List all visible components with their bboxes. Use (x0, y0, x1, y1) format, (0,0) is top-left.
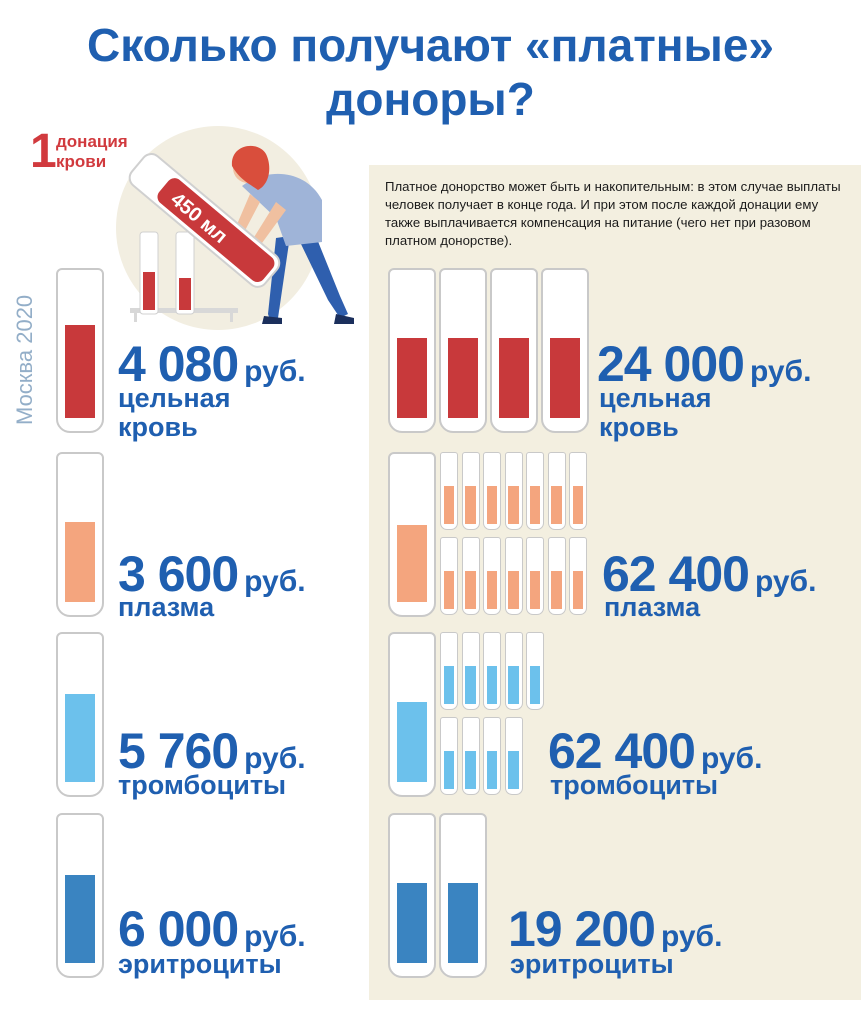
price-currency: руб. (244, 355, 306, 388)
tube-fill-whole-blood (64, 324, 96, 419)
cum-label-platelets: тромбоциты (550, 771, 718, 800)
cum-platelets-tube-big (388, 632, 436, 797)
title-line-1: Сколько получают «платные» (87, 19, 774, 71)
cum-plasma-mini-tube (526, 537, 544, 615)
cum-plasma-mini-tube (547, 537, 566, 615)
price-amount: 6 000 (118, 901, 239, 957)
cumulative-note: Платное донорство может быть и накопител… (385, 179, 841, 248)
label-line-1: тромбоциты (550, 770, 719, 800)
price-amount: 3 600 (118, 546, 239, 602)
cum-plasma-mini-tube (461, 452, 480, 530)
price-currency: руб. (660, 920, 723, 953)
cum-plasma-mini-tube (526, 452, 544, 530)
price-currency: руб. (749, 355, 812, 388)
price-currency: руб. (754, 565, 817, 598)
label-plasma: плазма (118, 593, 214, 622)
cum-platelets-mini-tube (440, 632, 458, 710)
cum-whole-blood-tube (388, 268, 436, 433)
tube-erythrocytes (56, 813, 104, 978)
price-amount: 5 760 (118, 723, 239, 779)
price-amount: 24 000 (597, 336, 745, 392)
label-line-1: тромбоциты (118, 770, 287, 800)
dose-number: 1 (30, 125, 57, 178)
tube-whole-blood (56, 268, 104, 433)
page-title: Сколько получают «платные» доноры? (0, 18, 861, 126)
cum-whole-blood-tube (490, 268, 538, 433)
price-plasma: 3 600 руб. (118, 545, 306, 603)
label-line-1: эритроциты (510, 949, 674, 979)
tube-fill-plasma (64, 521, 96, 603)
cum-label-whole-blood: цельная кровь (599, 384, 711, 442)
cum-platelets-mini-tube (504, 717, 523, 795)
price-currency: руб. (244, 742, 306, 775)
price-amount: 62 400 (602, 546, 750, 602)
cum-plasma-mini-tube (547, 452, 566, 530)
tube-fill-platelets (64, 693, 96, 783)
label-erythrocytes: эритроциты (118, 950, 282, 979)
price-amount: 62 400 (548, 723, 696, 779)
label-line-2: кровь (599, 412, 679, 442)
cum-plasma-tube-big (388, 452, 436, 617)
label-line-1: плазма (118, 592, 215, 622)
price-currency: руб. (700, 742, 763, 775)
cum-plasma-mini-tube (569, 452, 587, 530)
cum-platelets-mini-tube (483, 717, 501, 795)
price-currency: руб. (244, 565, 306, 598)
price-whole-blood: 4 080 руб. (118, 335, 306, 393)
cum-erythrocytes-tube (439, 813, 487, 978)
title-line-2: доноры? (326, 73, 535, 125)
dose-text-line-1: донация (56, 132, 128, 151)
price-currency: руб. (244, 920, 306, 953)
price-platelets: 5 760 руб. (118, 722, 306, 780)
side-label-city-year: Москва 2020 (12, 294, 37, 425)
label-platelets: тромбоциты (118, 771, 286, 800)
cum-erythrocytes-tube (388, 813, 436, 978)
cum-whole-blood-tube (541, 268, 589, 433)
donor-illustration: 450 мл (116, 126, 354, 330)
cum-price-erythrocytes: 19 200 руб. (508, 900, 722, 958)
cum-whole-blood-tube (439, 268, 487, 433)
cum-price-plasma: 62 400 руб. (602, 545, 816, 603)
cum-price-platelets: 62 400 руб. (548, 722, 762, 780)
cum-label-erythrocytes: эритроциты (510, 950, 674, 979)
cum-label-plasma: плазма (604, 593, 700, 622)
cum-plasma-mini-tube (440, 452, 458, 530)
price-erythrocytes: 6 000 руб. (118, 900, 306, 958)
cum-plasma-mini-tube (483, 452, 501, 530)
price-amount: 4 080 (118, 336, 239, 392)
dose-text-line-2: крови (56, 152, 107, 171)
cum-platelets-mini-tube (504, 632, 523, 710)
cum-platelets-mini-tube (526, 632, 544, 710)
tube-plasma (56, 452, 104, 617)
label-line-1: цельная (118, 383, 231, 413)
cum-plasma-mini-tube (440, 537, 458, 615)
tube-platelets (56, 632, 104, 797)
dose-text: донация крови (56, 132, 128, 172)
cum-platelets-mini-tube (483, 632, 501, 710)
cum-plasma-mini-tube (504, 537, 523, 615)
cum-plasma-mini-tube (461, 537, 480, 615)
cum-plasma-mini-tube (569, 537, 587, 615)
label-line-1: цельная (599, 383, 712, 413)
cum-platelets-mini-tube (461, 632, 480, 710)
cum-platelets-mini-tube (461, 717, 480, 795)
cum-platelets-mini-tube (440, 717, 458, 795)
cum-plasma-mini-tube (504, 452, 523, 530)
label-line-2: кровь (118, 412, 198, 442)
cum-plasma-mini-tube (483, 537, 501, 615)
cum-price-whole-blood: 24 000 руб. (597, 335, 811, 393)
label-line-1: плазма (604, 592, 701, 622)
price-amount: 19 200 (508, 901, 656, 957)
tube-fill-erythrocytes (64, 874, 96, 964)
label-whole-blood: цельная кровь (118, 384, 230, 442)
label-line-1: эритроциты (118, 949, 282, 979)
